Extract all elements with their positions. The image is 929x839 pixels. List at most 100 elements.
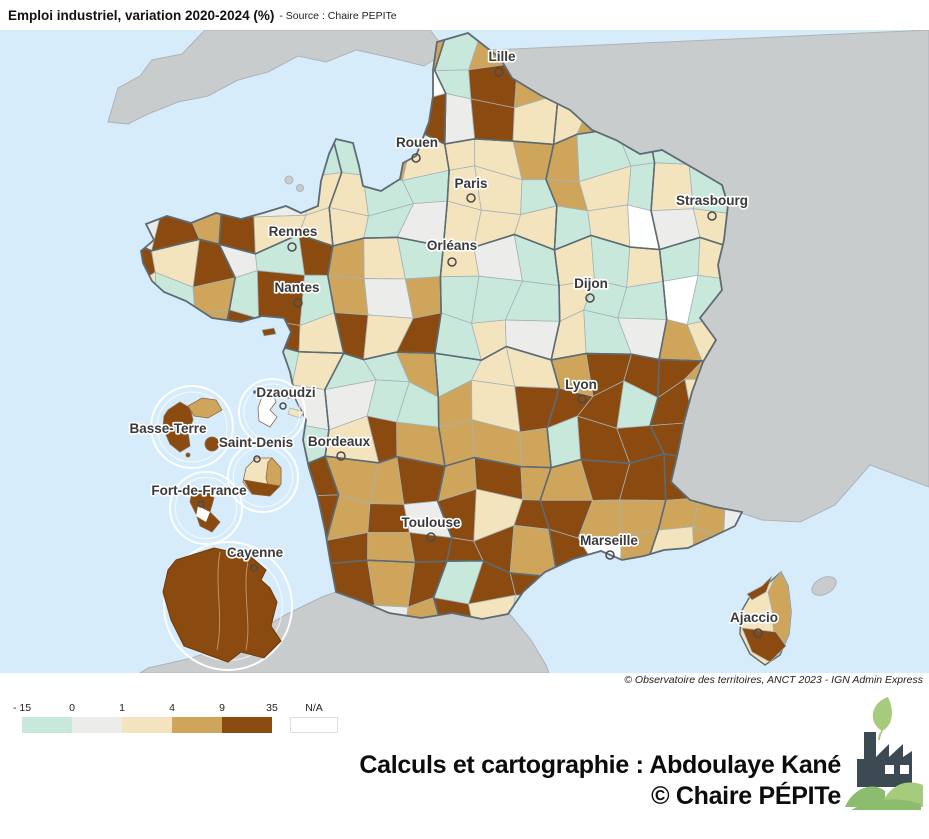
- city-marker: [494, 67, 504, 77]
- city-label-paris: Paris: [454, 176, 487, 191]
- city-marker: [605, 550, 615, 560]
- department: [363, 278, 414, 319]
- territory-label-cayenne: Cayenne: [227, 545, 284, 560]
- island-belle-ile: [261, 327, 277, 337]
- city-marker: [707, 211, 717, 221]
- legend-break-3: 4: [169, 702, 175, 714]
- legend-break-4: 9: [219, 702, 225, 714]
- legend-break-2: 1: [119, 702, 125, 714]
- territory-ring: [169, 471, 243, 545]
- country-england: [107, 30, 448, 125]
- department: [626, 246, 664, 288]
- guyane-border: [245, 555, 250, 651]
- city-marker: [279, 402, 287, 410]
- city-marker: [426, 532, 436, 542]
- city-marker: [293, 298, 303, 308]
- city-marker: [253, 455, 261, 463]
- city-marker: [753, 628, 763, 638]
- guyane-border: [216, 551, 221, 651]
- legend-na-label: N/A: [305, 702, 323, 714]
- island-guernsey: [296, 184, 304, 192]
- territory-label-basse-terre: Basse-Terre: [129, 421, 207, 436]
- city-marker: [411, 153, 421, 163]
- island-jersey: [284, 175, 294, 185]
- island-grey: [811, 576, 837, 596]
- title-bar: Emploi industriel, variation 2020-2024 (…: [0, 0, 929, 30]
- france-outline: [140, 32, 744, 620]
- city-label-marseille: Marseille: [580, 533, 638, 548]
- territory-ring: [150, 385, 234, 469]
- legend-break-1: 0: [69, 702, 75, 714]
- overseas-shapes: [162, 389, 282, 663]
- hill-band: [851, 799, 921, 810]
- territory-ring-inner: [232, 446, 294, 508]
- guadeloupe-west: [162, 401, 194, 453]
- martinique-na: [196, 506, 210, 522]
- department: [627, 162, 655, 212]
- marie-galante: [204, 436, 220, 452]
- page-title: Emploi industriel, variation 2020-2024 (…: [8, 7, 275, 23]
- city-label-dijon: Dijon: [574, 276, 608, 291]
- legend-swatch-2: [122, 717, 172, 733]
- city-label-ajaccio: Ajaccio: [730, 610, 778, 625]
- territory-ring: [238, 378, 306, 446]
- city-marker: [466, 193, 476, 203]
- city-label-strasbourg: Strasbourg: [676, 193, 748, 208]
- territory-label-dzaoudzi: Dzaoudzi: [256, 385, 315, 400]
- department: [468, 594, 517, 619]
- city-label-lyon: Lyon: [565, 377, 597, 392]
- city-marker: [577, 394, 587, 404]
- region-border: [325, 559, 449, 619]
- city-label-orléans: Orléans: [427, 238, 477, 253]
- chaire-pepite-logo: [845, 697, 923, 810]
- department: [519, 427, 552, 469]
- legend-break-0: - 15: [12, 702, 32, 714]
- city-label-bordeaux: Bordeaux: [308, 434, 371, 449]
- city-marker: [287, 242, 297, 252]
- department: [367, 532, 416, 563]
- islet: [185, 452, 191, 458]
- territory-ring-inner: [156, 391, 228, 463]
- city-label-rennes: Rennes: [269, 224, 318, 239]
- guyane: [162, 547, 282, 663]
- city-label-toulouse: Toulouse: [402, 515, 461, 530]
- department: [444, 92, 476, 145]
- credits-line2: © Chaire PÉPITe: [651, 782, 841, 810]
- city-label-lille: Lille: [488, 49, 515, 64]
- reunion-south: [243, 479, 281, 497]
- leaf-icon: [872, 697, 892, 731]
- legend-swatch-4: [222, 717, 272, 733]
- department: [367, 559, 416, 608]
- city-marker: [447, 257, 457, 267]
- territory-label-saint-denis: Saint-Denis: [219, 435, 293, 450]
- source-label: - Source : Chaire PEPITe: [279, 10, 397, 22]
- city-marker: [336, 451, 346, 461]
- legend-na-swatch: [290, 717, 338, 733]
- legend-swatch-3: [172, 717, 222, 733]
- guadeloupe-east: [187, 397, 223, 419]
- territory-ring-inner: [243, 383, 301, 441]
- territory-label-fort-de-france: Fort-de-France: [151, 483, 247, 498]
- leaf-stem: [878, 730, 883, 741]
- legend-swatch-0: [22, 717, 72, 733]
- territory-ring: [163, 541, 293, 671]
- city-marker: [585, 293, 595, 303]
- city-marker: [250, 564, 258, 572]
- map-attribution: © Observatoire des territoires, ANCT 202…: [622, 673, 925, 687]
- department: [433, 597, 476, 619]
- territory-ring: [227, 441, 299, 513]
- factory-icon: [857, 732, 912, 787]
- city-label-nantes: Nantes: [274, 280, 319, 295]
- factory-window: [900, 765, 909, 774]
- credits: Calculs et cartographie : Abdoulaye Kané…: [359, 750, 841, 812]
- region-border: [432, 560, 560, 619]
- legend-break-5: 35: [266, 702, 278, 714]
- legend-swatch-1: [72, 717, 122, 733]
- department: [404, 597, 447, 619]
- territory-ring-inner: [174, 476, 238, 540]
- legend: - 15 0 1 4 9 35 N/A: [0, 702, 400, 748]
- city-label-rouen: Rouen: [396, 135, 438, 150]
- credits-line1: Calculs et cartographie : Abdoulaye Kané: [359, 751, 841, 779]
- corsica: [739, 570, 792, 666]
